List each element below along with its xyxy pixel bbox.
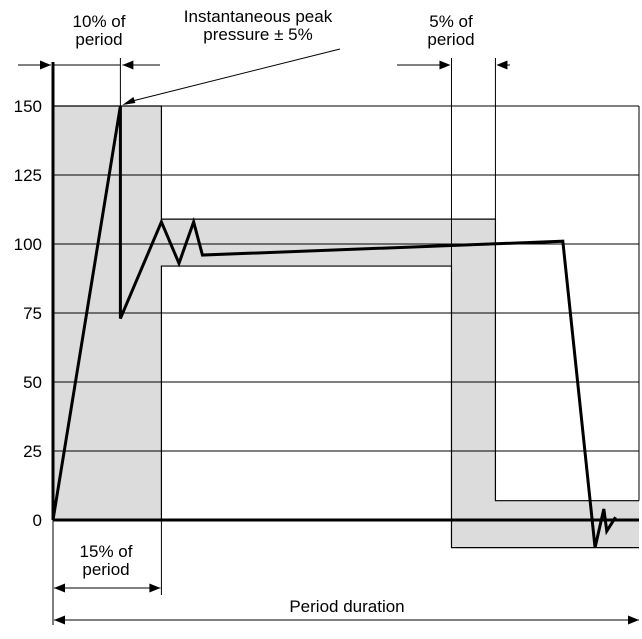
fall-arrowhead-left xyxy=(439,60,451,70)
axes xyxy=(51,62,639,522)
peak-leader xyxy=(128,48,341,103)
high-arrowhead-left xyxy=(54,583,65,593)
peak-label: Instantaneous peak pressure ± 5% xyxy=(184,7,333,44)
y-tick-label-0: 0 xyxy=(33,511,42,530)
peak-arrowhead xyxy=(122,97,136,105)
tolerance-band-fill xyxy=(53,106,639,548)
y-tick-label-50: 50 xyxy=(23,373,42,392)
tolerance-band xyxy=(53,105,639,549)
fall-label: 5% of period xyxy=(427,12,474,49)
duration-arrowhead-left xyxy=(54,615,65,625)
high-arrowhead-right xyxy=(149,583,161,593)
rise-arrowhead-right xyxy=(122,60,134,70)
y-tick-label-100: 100 xyxy=(14,235,42,254)
rise-arrowhead-left xyxy=(40,60,51,70)
high-label: 15% of period xyxy=(80,542,133,579)
duration-arrowhead-right xyxy=(628,615,639,625)
series xyxy=(51,105,617,548)
rise-label: 10% of period xyxy=(73,12,126,49)
y-tick-label-75: 75 xyxy=(23,304,42,323)
y-tick-label-150: 150 xyxy=(14,97,42,116)
pressure-curve xyxy=(51,105,617,548)
fall-arrowhead-right xyxy=(496,60,508,70)
y-tick-label-125: 125 xyxy=(14,166,42,185)
duration-label: Period duration xyxy=(289,597,404,616)
annotations: 10% of period Instantaneous peak pressure ±… xyxy=(18,7,639,625)
y-tick-labels: 0 25 50 75 100 125 150 xyxy=(14,97,42,530)
y-tick-label-25: 25 xyxy=(23,442,42,461)
